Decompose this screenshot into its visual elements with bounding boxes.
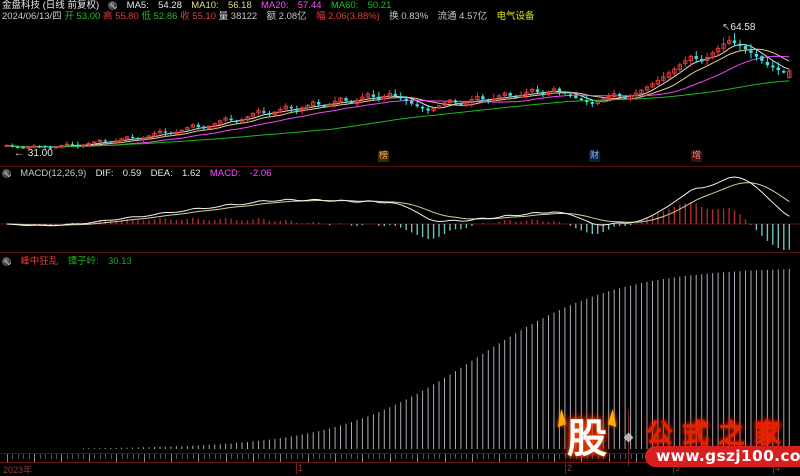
ma10-label: MA10: <box>191 0 219 11</box>
watermark-url[interactable]: www.gszj100.com <box>645 446 800 467</box>
pane-divider-2 <box>0 252 800 253</box>
marker-bang[interactable]: 榜 <box>378 151 389 162</box>
macd-chart-pane[interactable] <box>0 167 800 252</box>
ma60-value: 50.21 <box>367 0 392 11</box>
custom-indicator-canvas[interactable] <box>0 253 800 453</box>
low-price-label: 31.00 <box>14 148 53 159</box>
clock-icon[interactable] <box>108 1 118 10</box>
change-value: 2.06(3.88%) <box>328 11 380 22</box>
ma5-value: 54.28 <box>158 0 182 11</box>
time-label-2: 2 <box>567 463 573 473</box>
custom-sub-name: 镡子岭: <box>67 256 99 267</box>
time-label-3: 3 <box>675 463 681 473</box>
open-label: 开 <box>64 11 74 22</box>
volume-value: 38122 <box>230 11 258 22</box>
quote-header: 金盘科技 (日线 前复权) MA5: 54.28 MA10: 56.18 MA2… <box>0 0 800 23</box>
ma20-value: 57.44 <box>297 0 322 11</box>
float-label: 流通 <box>437 11 457 22</box>
logo-character: 股 <box>567 416 607 462</box>
custom-value: 30.13 <box>108 256 132 267</box>
candlestick-canvas[interactable] <box>0 23 800 166</box>
pane-divider-3 <box>0 453 800 454</box>
macd-canvas[interactable] <box>0 167 800 252</box>
time-sep-3 <box>673 463 674 474</box>
dif-label: DIF: <box>95 168 114 179</box>
header-line-2: 2024/06/13/四 开 53.00 高 55.80 低 52.86 收 5… <box>0 11 800 23</box>
change-label: 幅 <box>315 11 326 22</box>
amount-label: 额 <box>266 11 277 22</box>
amount-value: 2.08亿 <box>278 11 307 22</box>
clock-icon[interactable] <box>2 257 11 266</box>
time-label-0: 2023年 <box>3 465 33 475</box>
pane-divider-1 <box>0 166 800 167</box>
bull-logo-icon: 股 <box>552 408 622 466</box>
turnover-value: 0.83% <box>401 11 429 22</box>
custom-pane-header: 峰中狂乱 镡子岭: 30.13 <box>2 256 132 268</box>
turnover-label: 换 <box>389 11 399 22</box>
high-value: 55.80 <box>115 11 139 22</box>
close-value: 55.10 <box>192 11 216 22</box>
dif-value: 0.59 <box>122 168 142 179</box>
macd-pane-header: MACD(12,26,9) DIF: 0.59 DEA: 1.62 MACD: … <box>2 168 271 180</box>
time-label-1: 1 <box>298 463 304 473</box>
high-label: 高 <box>102 11 113 22</box>
quote-date: 2024/06/13/四 <box>2 11 62 22</box>
stock-title[interactable]: 金盘科技 (日线 前复权) <box>2 0 100 11</box>
float-value: 4.57亿 <box>459 11 488 22</box>
ma10-value: 56.18 <box>227 0 252 11</box>
dea-label: DEA: <box>150 168 173 179</box>
high-price-label: ↖64.58 <box>722 22 756 33</box>
macd-indicator-name[interactable]: MACD(12,26,9) <box>20 168 87 179</box>
time-label-4: 4 <box>775 463 781 473</box>
ma60-label: MA60: <box>330 0 359 11</box>
time-sep-4 <box>773 463 774 474</box>
time-axis-labels: 2023年 1 2 3 4 <box>0 463 800 475</box>
price-chart-pane[interactable] <box>0 23 800 166</box>
watermark-logo: 股 <box>552 408 622 466</box>
custom-indicator-name[interactable]: 峰中狂乱 <box>20 256 59 267</box>
marker-zeng[interactable]: 增 <box>691 151 702 162</box>
sector-label[interactable]: 电气设备 <box>496 11 535 22</box>
header-line-1: 金盘科技 (日线 前复权) MA5: 54.28 MA10: 56.18 MA2… <box>0 0 800 11</box>
ma20-label: MA20: <box>261 0 289 11</box>
close-label: 收 <box>180 11 190 22</box>
marker-cai[interactable]: 财 <box>589 151 600 162</box>
macd-label: MACD: <box>209 168 241 179</box>
ma5-label: MA5: <box>126 0 149 11</box>
macd-value: -2.06 <box>249 168 272 179</box>
open-value: 53.00 <box>76 11 101 22</box>
low-value: 52.86 <box>153 11 178 22</box>
watermark-brand: 公式之家 <box>646 419 790 450</box>
low-label: 低 <box>141 11 151 22</box>
custom-indicator-pane[interactable] <box>0 253 800 453</box>
volume-label: 量 <box>218 11 229 22</box>
time-sep-1 <box>296 463 297 474</box>
clock-icon[interactable] <box>2 169 11 178</box>
dea-value: 1.62 <box>182 168 201 179</box>
time-sep-2 <box>565 463 566 474</box>
